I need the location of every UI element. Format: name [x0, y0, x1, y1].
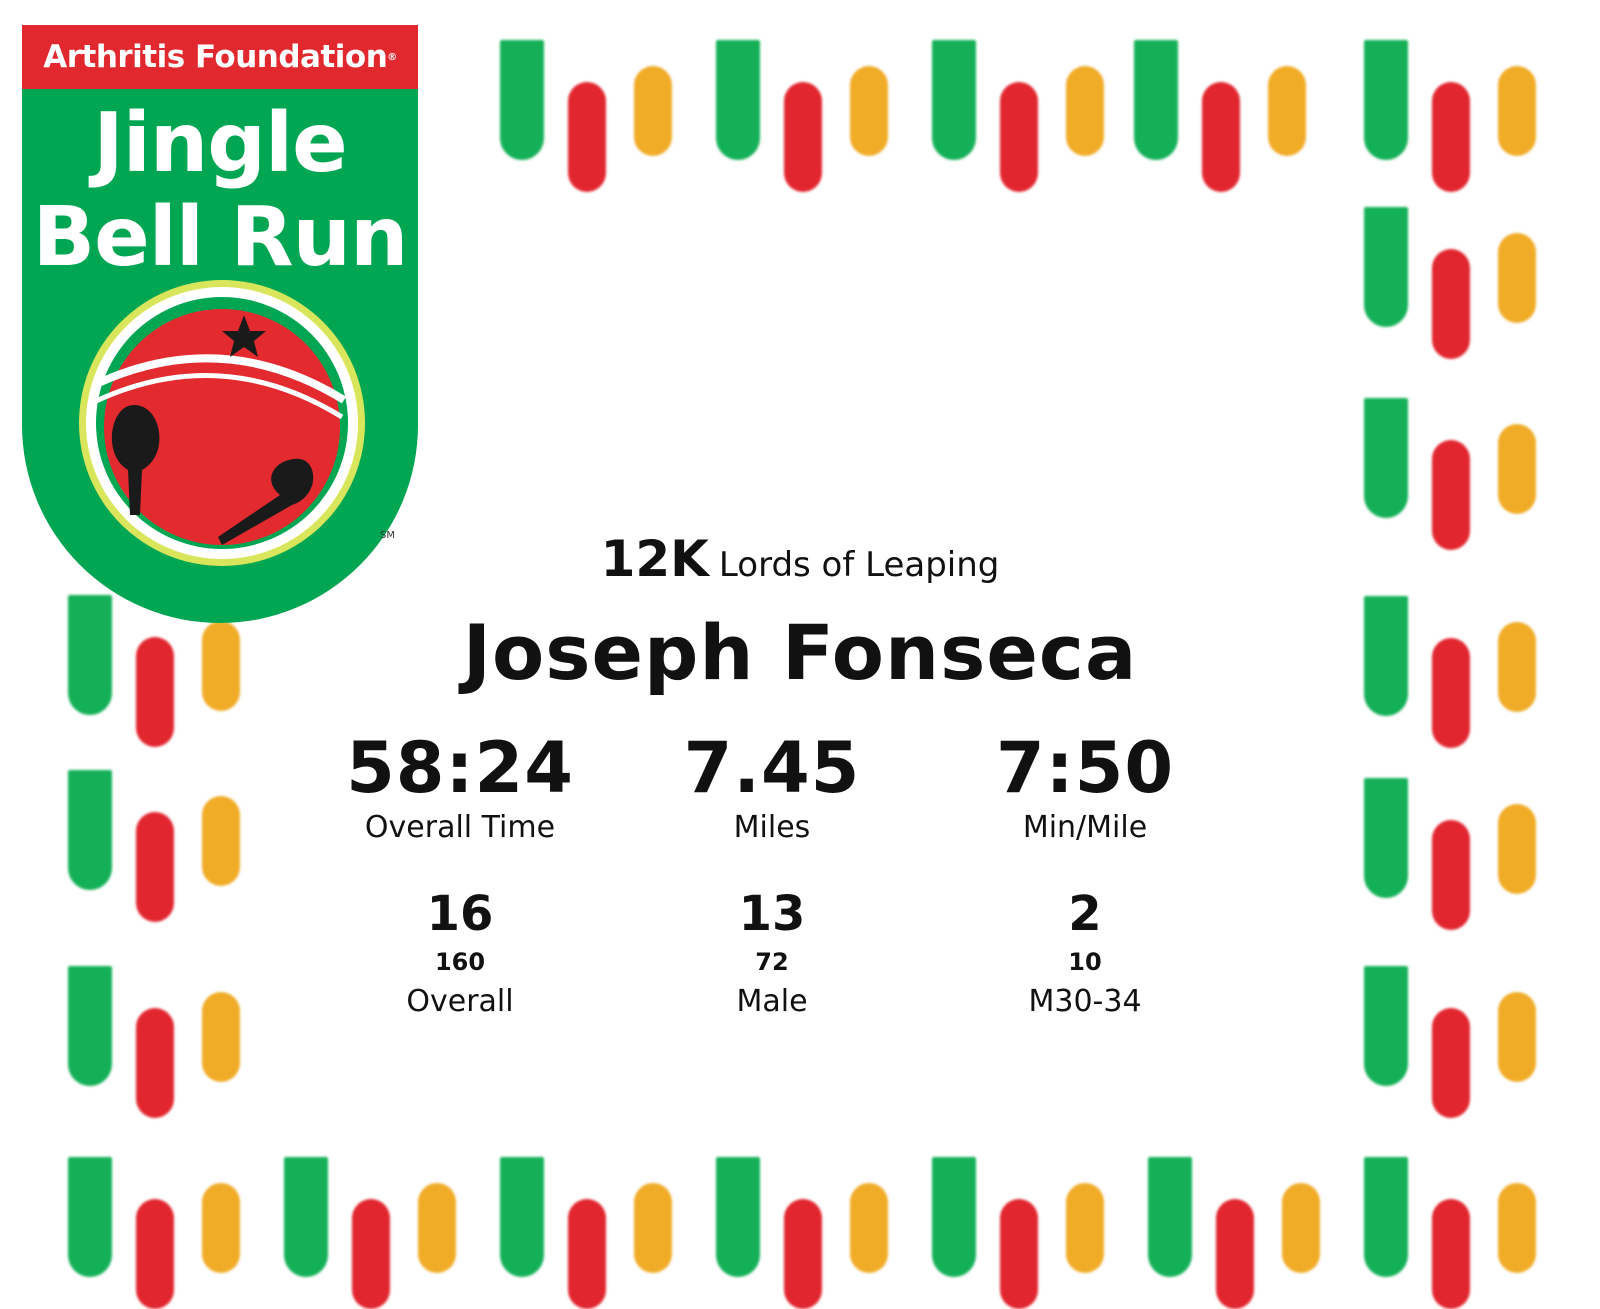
- rank-total: 160: [434, 948, 486, 976]
- race-name: Lords of Leaping: [718, 545, 1000, 585]
- stat-label: Overall Time: [364, 810, 556, 845]
- stat-overall-time: 58:24 Overall Time: [295, 728, 625, 848]
- service-mark: SM: [380, 530, 395, 541]
- stat-label: Min/Mile: [1022, 810, 1148, 845]
- runner-name: Joseph Fonseca: [462, 608, 1138, 697]
- stat-miles: 7.45 Miles: [607, 728, 937, 848]
- rank-category: Male: [736, 984, 808, 1019]
- race-heading: 12K Lords of Leaping: [0, 530, 1600, 588]
- registered-mark: ®: [387, 51, 397, 63]
- stat-value: 7.45: [683, 727, 861, 809]
- stat-value: 7:50: [995, 727, 1175, 809]
- logo-event-title: Jingle Bell Run: [22, 97, 418, 285]
- jingle-bell-run-logo: Arthritis Foundation ® Jingle Bell Run SM: [22, 25, 418, 625]
- rank-place: 16: [426, 886, 494, 942]
- logo-title-line2: Bell Run: [32, 190, 409, 285]
- race-distance: 12K: [600, 530, 709, 588]
- rank-place: 2: [1068, 886, 1102, 942]
- arthritis-foundation-banner: Arthritis Foundation ®: [22, 25, 418, 89]
- rank-place: 13: [738, 886, 806, 942]
- stat-pace: 7:50 Min/Mile: [920, 728, 1250, 848]
- stat-value: 58:24: [346, 727, 574, 809]
- rank-category: Overall: [406, 984, 514, 1019]
- rank-total: 10: [1068, 948, 1102, 976]
- logo-title-line1: Jingle: [93, 96, 347, 191]
- rank-category: M30-34: [1028, 984, 1142, 1019]
- logo-badge-shape: [22, 25, 418, 623]
- stat-label: Miles: [733, 810, 811, 845]
- rank-gender: 13 72 Male: [607, 886, 937, 1022]
- rank-age-group: 2 10 M30-34: [920, 886, 1250, 1022]
- org-name: Arthritis Foundation: [43, 39, 388, 75]
- bell-icon: [92, 309, 347, 545]
- rank-total: 72: [755, 948, 789, 976]
- rank-overall: 16 160 Overall: [295, 886, 625, 1022]
